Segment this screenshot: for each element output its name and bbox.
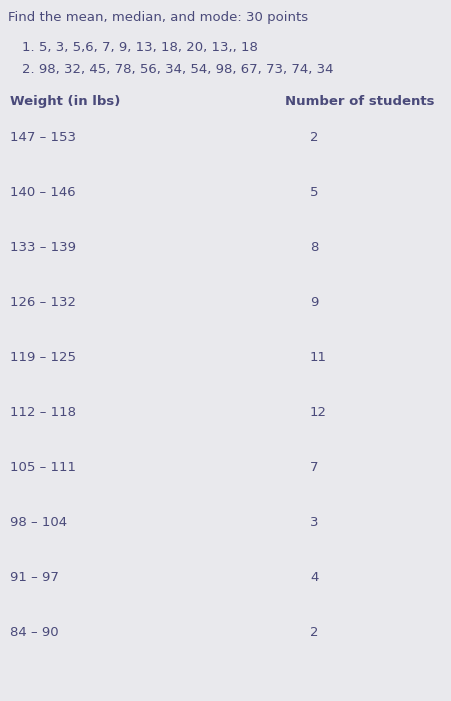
Text: 9: 9 bbox=[309, 296, 318, 309]
Text: 2. 98, 32, 45, 78, 56, 34, 54, 98, 67, 73, 74, 34: 2. 98, 32, 45, 78, 56, 34, 54, 98, 67, 7… bbox=[22, 63, 333, 76]
Text: 91 – 97: 91 – 97 bbox=[10, 571, 59, 584]
Text: 84 – 90: 84 – 90 bbox=[10, 626, 59, 639]
Text: 119 – 125: 119 – 125 bbox=[10, 351, 76, 364]
Text: 2: 2 bbox=[309, 626, 318, 639]
Text: Number of students: Number of students bbox=[285, 95, 433, 108]
Text: 1. 5, 3, 5,6, 7, 9, 13, 18, 20, 13,, 18: 1. 5, 3, 5,6, 7, 9, 13, 18, 20, 13,, 18 bbox=[22, 41, 258, 54]
Text: 7: 7 bbox=[309, 461, 318, 474]
Text: 126 – 132: 126 – 132 bbox=[10, 296, 76, 309]
Text: Weight (in lbs): Weight (in lbs) bbox=[10, 95, 120, 108]
Text: 8: 8 bbox=[309, 241, 318, 254]
Text: 3: 3 bbox=[309, 516, 318, 529]
Text: 147 – 153: 147 – 153 bbox=[10, 131, 76, 144]
Text: 11: 11 bbox=[309, 351, 326, 364]
Text: Find the mean, median, and mode: 30 points: Find the mean, median, and mode: 30 poin… bbox=[8, 11, 308, 24]
Text: 105 – 111: 105 – 111 bbox=[10, 461, 76, 474]
Text: 4: 4 bbox=[309, 571, 318, 584]
Text: 140 – 146: 140 – 146 bbox=[10, 186, 75, 199]
Text: 5: 5 bbox=[309, 186, 318, 199]
Text: 98 – 104: 98 – 104 bbox=[10, 516, 67, 529]
Text: 112 – 118: 112 – 118 bbox=[10, 406, 76, 419]
Text: 12: 12 bbox=[309, 406, 326, 419]
Text: 133 – 139: 133 – 139 bbox=[10, 241, 76, 254]
Text: 2: 2 bbox=[309, 131, 318, 144]
